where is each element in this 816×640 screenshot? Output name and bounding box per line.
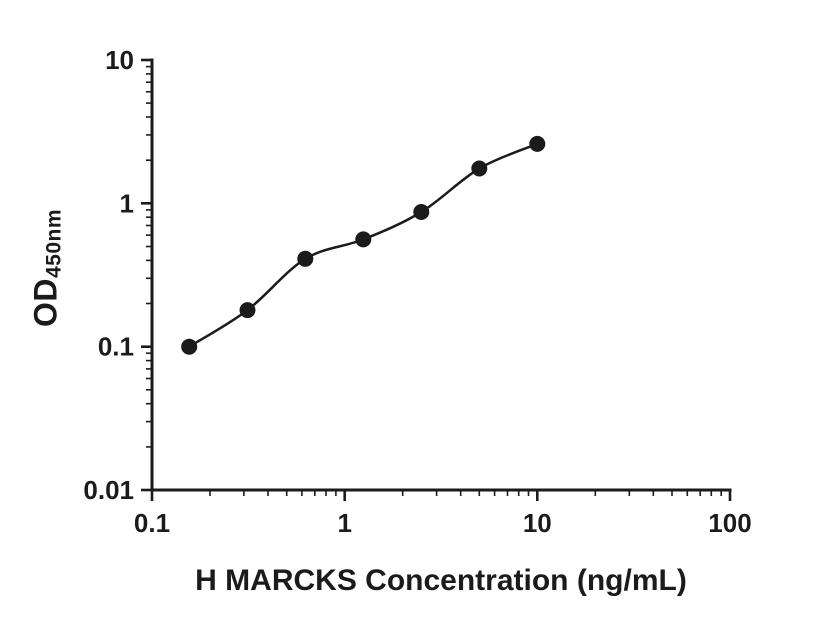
x-tick-label: 10 (523, 508, 552, 538)
y-axis-title: OD450nm (27, 208, 66, 328)
data-point (413, 204, 430, 220)
y-tick-label: 0.01 (83, 475, 134, 505)
y-axis-title-subscript: 450nm (42, 208, 66, 279)
data-point (529, 135, 546, 152)
x-axis-title: H MARCKS Concentration (ng/mL) (195, 564, 687, 597)
data-point (181, 338, 198, 355)
y-tick-label: 0.1 (98, 332, 134, 362)
y-tick-label: 10 (105, 45, 134, 75)
y-tick-label: 1 (120, 188, 134, 218)
x-tick-label: 100 (708, 508, 751, 538)
x-tick-label: 0.1 (134, 508, 170, 538)
data-point (297, 250, 314, 267)
x-tick-label: 1 (337, 508, 351, 538)
data-point (471, 160, 488, 177)
y-axis-title-main: OD (27, 278, 64, 328)
data-point (355, 231, 372, 248)
data-point (239, 302, 256, 319)
